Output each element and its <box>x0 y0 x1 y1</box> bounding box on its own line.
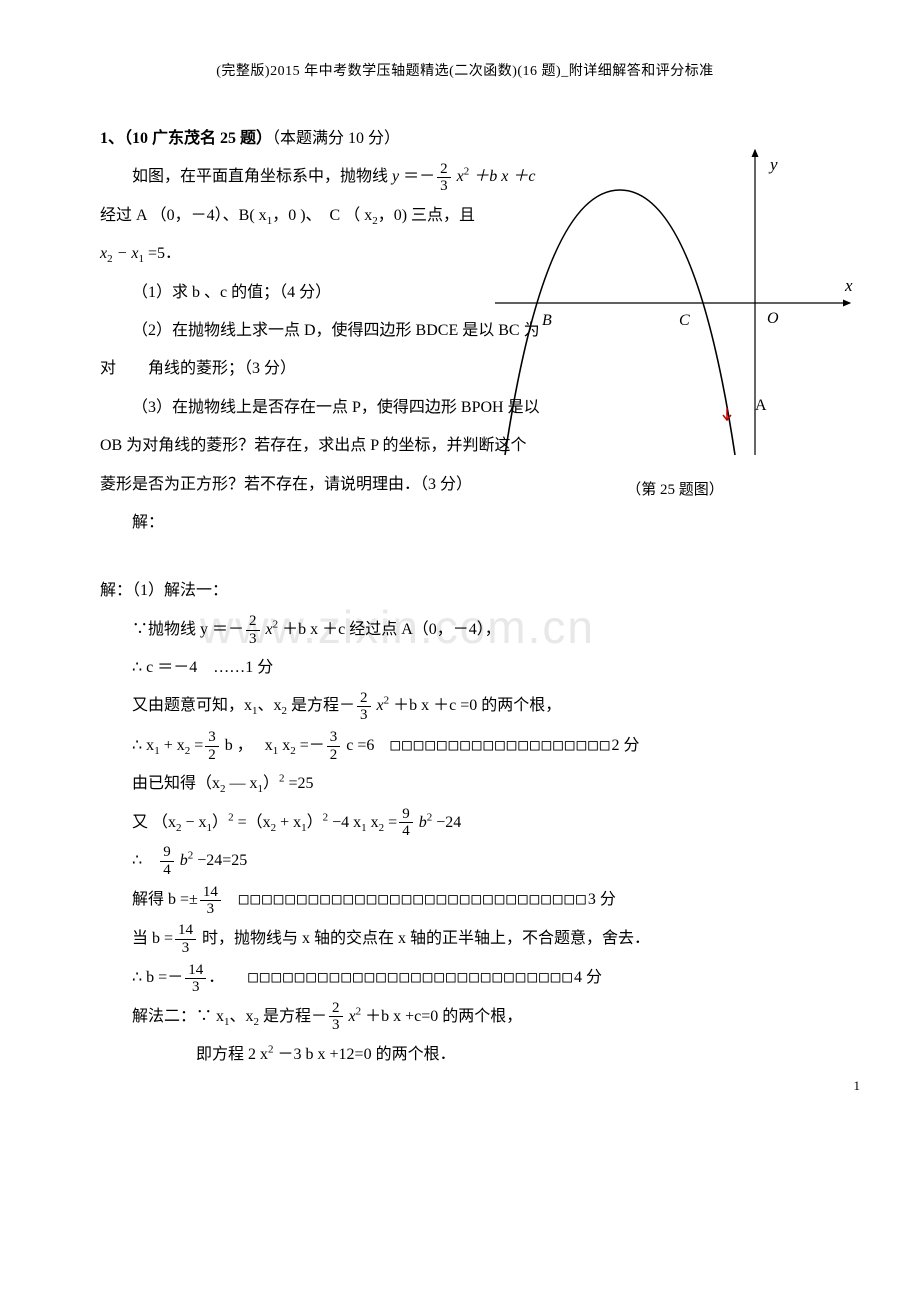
q-part3b: OB 为对角线的菱形？若存在，求出点 P 的坐标，并判断这个 <box>100 427 830 465</box>
q-part1: （1）求 b 、c 的值；（4 分） <box>100 274 830 312</box>
sol-l8: ∴ 94 b2 −24=25 <box>100 842 830 880</box>
page-number: 1 <box>854 1078 861 1094</box>
sol-l13: 即方程 2 x2 －3 b x +12=0 的两个根． <box>100 1036 830 1074</box>
sol-head: 解：（1）解法一： <box>100 572 830 610</box>
q-line2: 经过 A （0，－4）、B( x1，0 )、 C （ x2，0) 三点，且 <box>100 197 830 235</box>
page-header: (完整版)2015 年中考数学压轴题精选(二次函数)(16 题)_附详细解答和评… <box>100 60 830 80</box>
frac-2-3: 23 <box>437 161 451 195</box>
sol-l7: 又 （x2 − x1）2 =（x2 + x1）2 −4 x1 x2 =94 b2… <box>100 804 830 842</box>
page: (完整版)2015 年中考数学压轴题精选(二次函数)(16 题)_附详细解答和评… <box>0 0 920 1114</box>
q-part3c: 菱形是否为正方形？若不存在，请说明理由．（3 分） <box>100 466 830 504</box>
content: 1、（10 广东茂名 25 题）（本题满分 10 分） 如图，在平面直角坐标系中… <box>100 120 830 1074</box>
q-line3: x2 − x1 =5． <box>100 235 830 273</box>
sol-l9: 解得 b =±143 □□□□□□□□□□□□□□□□□□□□□□□□□□□□□… <box>100 880 830 919</box>
q-part2b: 对 角线的菱形；（3 分） <box>100 350 830 388</box>
sol-l10: 当 b =143 时，抛物线与 x 轴的交点在 x 轴的正半轴上，不合题意，舍去… <box>100 920 830 958</box>
sol-l12: 解法二：∵ x1、x2 是方程－23 x2 ＋b x +c=0 的两个根， <box>100 998 830 1036</box>
q-solve-label: 解： <box>100 504 830 542</box>
sol-l6: 由已知得（x2 — x1）2 =25 <box>100 765 830 803</box>
q-part2a: （2）在抛物线上求一点 D，使得四边形 BDCE 是以 BC 为 <box>100 312 830 350</box>
q-number: 1、（10 广东茂名 25 题） <box>100 130 272 147</box>
question-title: 1、（10 广东茂名 25 题）（本题满分 10 分） <box>100 120 830 158</box>
svg-text:x: x <box>844 276 853 295</box>
sol-l4: 又由题意可知，x1、x2 是方程－23 x2 ＋b x ＋c =0 的两个根， <box>100 687 830 725</box>
sol-l2: ∵抛物线 y ＝－23 x2 ＋b x ＋c 经过点 A（0，－4）， <box>100 611 830 649</box>
sol-l3: ∴ c ＝－4 ……1 分 <box>100 649 830 687</box>
q-part3a: （3）在抛物线上是否存在一点 P，使得四边形 BPOH 是以 <box>100 389 830 427</box>
q-line1: 如图，在平面直角坐标系中，抛物线 y ＝－23 x2 ＋b x ＋c <box>100 158 830 196</box>
sol-l5: ∴ x1 + x2 =32 b ， x1 x2 =－32 c =6 □□□□□□… <box>100 726 830 765</box>
sol-l11: ∴ b =－143． □□□□□□□□□□□□□□□□□□□□□□□□□□□□4… <box>100 958 830 997</box>
q-score: （本题满分 10 分） <box>272 130 400 147</box>
